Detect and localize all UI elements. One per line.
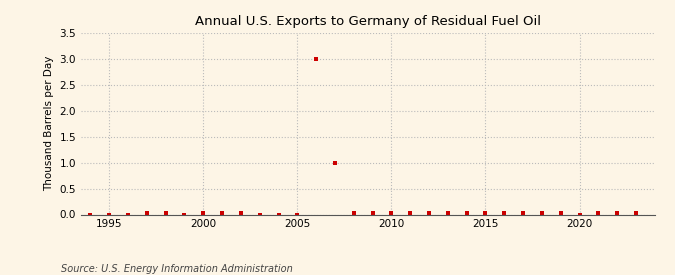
Text: Source: U.S. Energy Information Administration: Source: U.S. Energy Information Administ… (61, 264, 292, 274)
Title: Annual U.S. Exports to Germany of Residual Fuel Oil: Annual U.S. Exports to Germany of Residu… (195, 15, 541, 28)
Y-axis label: Thousand Barrels per Day: Thousand Barrels per Day (44, 56, 54, 191)
